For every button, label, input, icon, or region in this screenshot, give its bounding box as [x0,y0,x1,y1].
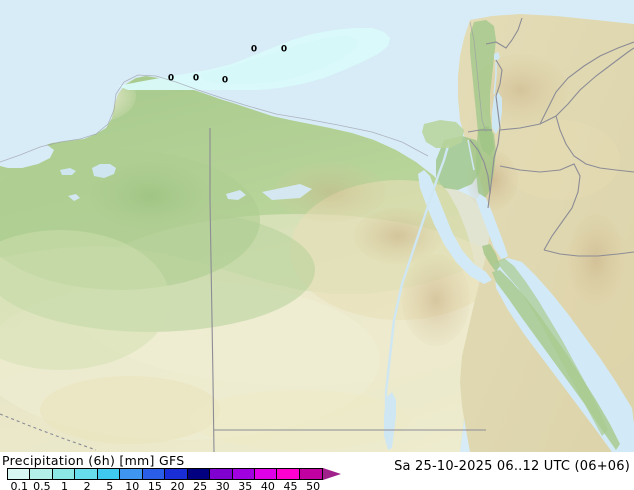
tick-label-50: 50 [306,480,321,490]
colorbar-swatch-35[interactable] [232,469,255,479]
arabian-desert [500,120,620,200]
tick-label-35: 35 [238,480,253,490]
precipitation-map[interactable]: 0 0 0 0 0 [0,0,634,452]
border-saudi-jordan-south [543,249,634,257]
levant-coastal-green [470,20,496,156]
model-run-info: Sa 25-10-2025 06..12 UTC (06+06) [394,459,630,474]
red-sea-east-coast-green [496,258,608,436]
jordan-river-valley [493,62,497,95]
colorbar-swatch-5[interactable] [97,469,121,479]
colorbar-swatch-1[interactable] [52,469,76,479]
precipitation-colorbar[interactable] [7,468,324,480]
interior-highland-2 [274,162,386,222]
colorbar-swatch-50[interactable] [299,469,323,479]
colorbar-swatch-30[interactable] [210,469,233,479]
border-israel-lebanon [485,17,523,49]
colorbar-swatch-10[interactable] [120,469,143,479]
gulf-of-sidra [0,144,54,168]
colorbar-swatch-2[interactable] [75,469,98,479]
border-jordan-saudi [499,47,634,131]
sea-of-galilee [494,52,500,61]
political-borders [0,17,634,452]
small-lake-4 [262,184,312,200]
nile-river [384,144,450,448]
coast-levant [469,21,487,133]
small-lake-1 [60,168,76,175]
border-jordan-saudi-2 [555,115,634,173]
mediterranean-sea [0,0,634,162]
border-sinai-north [467,129,492,133]
tick-label-25: 25 [193,480,208,490]
coastlines [0,21,487,163]
suez-canal [467,139,475,171]
gulf-of-suez [418,170,492,284]
lake-nasser [384,392,396,450]
tick-label-45: 45 [283,480,298,490]
tick-label-30: 30 [215,480,230,490]
sinai-south-green [482,244,500,272]
tick-label-1: 1 [61,480,68,490]
nile-delta [422,120,464,148]
tick-label-40: 40 [260,480,275,490]
sahara-south-2 [190,390,410,450]
tick-label-10: 10 [125,480,140,490]
border-saudi-iraq [539,41,634,125]
colorbar-wrap [7,468,342,480]
eastern-desert-highland [354,208,442,264]
border-israel-jordan [489,59,503,195]
precip-area-core [200,36,358,84]
colorbar-swatch-15[interactable] [142,469,166,479]
tick-label-2: 2 [83,480,91,490]
colorbar-swatch-40[interactable] [254,469,278,479]
tick-label-20: 20 [170,480,185,490]
border-libya-egypt [209,128,215,452]
small-lake-3 [226,190,246,200]
sahara-south [40,376,220,444]
colorbar-swatch-45[interactable] [277,469,300,479]
hejaz-mountains [568,214,624,306]
colorbar-swatch-0.1[interactable] [8,469,31,479]
interior-highland-1 [90,162,210,230]
legend-title: Precipitation (6h) [mm] GFS [2,453,185,468]
tick-label-0.1: 0.1 [10,480,29,490]
colorbar-swatch-25[interactable] [187,469,211,479]
tick-label-0.5: 0.5 [33,480,51,490]
colorbar-swatch-20[interactable] [165,469,188,479]
red-sea-hills [402,254,470,346]
libya-plateau-3 [0,230,170,370]
border-jordan-south [499,163,581,251]
gulf-of-aqaba [476,194,508,260]
coast-north-africa [0,74,429,163]
colorbar-tick-labels: 0.1 0.5 1 2 5 10 15 20 25 30 35 40 45 50 [0,480,634,490]
colorbar-swatch-0.5[interactable] [30,469,53,479]
tick-label-15: 15 [147,480,162,490]
map-canvas [0,0,634,452]
small-lake-2 [68,194,80,201]
qattara-depression [92,164,116,178]
colorbar-overflow-arrow [323,468,342,480]
tick-label-5: 5 [106,480,114,490]
border-egypt-israel [469,139,491,209]
legend-footer: Precipitation (6h) [mm] GFS 0.1 0.5 1 2 5 10 1… [0,452,634,490]
border-libya-chad [0,413,97,451]
